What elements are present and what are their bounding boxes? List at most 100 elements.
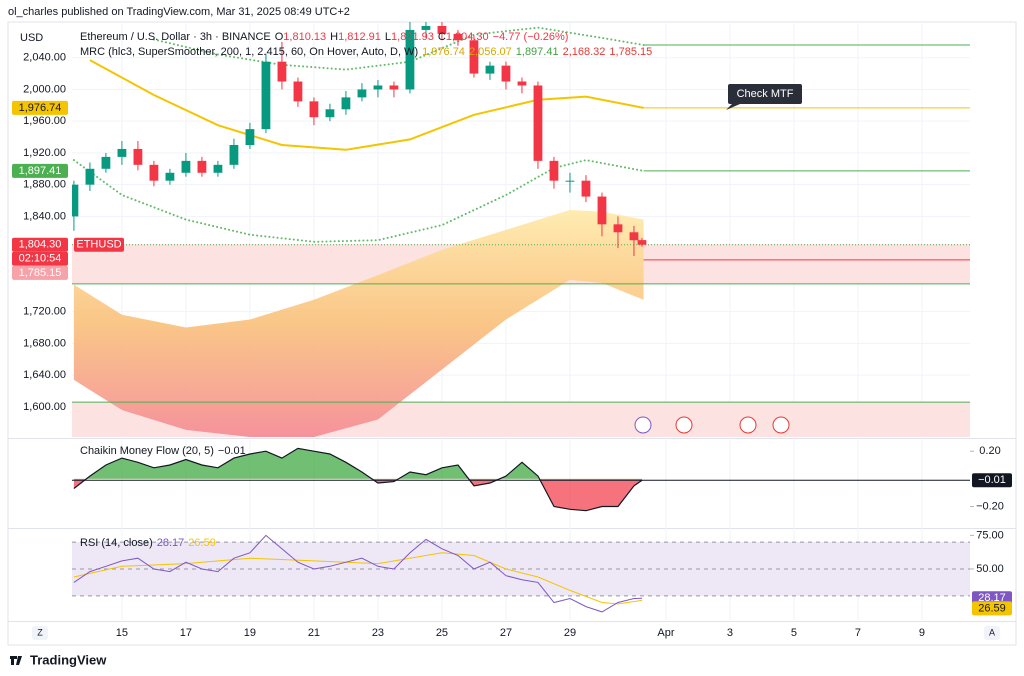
indicator-value: 1,785.15 [609,46,653,58]
mrc-low-label: 1,785.15 [19,267,62,279]
zoom-label[interactable]: Z [37,627,43,637]
price-label: 1,897.41 [19,165,62,177]
x-tick-label: 5 [791,627,797,639]
ohlc-key: L [384,31,392,43]
y-tick-label: 2,000.00 [23,83,66,95]
candle-body [485,65,495,74]
cmf-title: Chaikin Money Flow (20, 5) [80,445,214,457]
price-legend: Ethereum / U.S. Dollar · 3h · BINANCE O 1,… [80,31,568,43]
cmf-legend: Chaikin Money Flow (20, 5) −0.01 [80,445,246,457]
indicator-value: 2,168.32 [562,46,606,58]
attribution: ol_charles published on TradingView.com,… [8,6,350,18]
x-tick-label: Apr [657,627,674,639]
countdown-label-box [12,251,68,266]
callout-pointer [726,104,740,110]
indicator-legend: MRC (hlc3, SuperSmoother, 200, 1, 2.415,… [80,46,652,58]
ohlc-key: O [274,31,284,43]
mrc-low-label-box [12,265,68,280]
countdown-label: 02:10:54 [19,253,62,265]
candle-body [581,180,591,197]
auto-scale-button[interactable] [984,626,1000,640]
rsi-title: RSI (14, close) [80,537,153,549]
y-tick-label: 1,840.00 [23,210,66,222]
event-icon[interactable] [675,416,693,434]
cmf-value-label-box [972,473,1012,488]
y-tick-label: 1,600.00 [23,401,66,413]
price-label-box [12,100,68,115]
candle-body [213,164,223,173]
rsi-ma-line [73,552,643,605]
logo: TradingView [30,652,107,667]
candle-body [293,81,303,102]
cmf-value-label: −0.01 [978,474,1006,486]
candle-body [549,160,559,181]
mrc-mean [89,59,644,151]
mrc-band [73,210,644,437]
last-price-label: 1,804.30 [19,239,62,251]
event-icon[interactable] [739,416,757,434]
rsi-ma-value-label: 26.59 [978,602,1006,614]
event-icon[interactable] [634,416,652,434]
price-plot [72,22,970,437]
x-tick-label: 9 [919,627,925,639]
event-icon[interactable] [772,416,790,434]
y-tick-label: 1,880.00 [23,179,66,191]
price-label-box [12,163,68,178]
cmf-value: −0.01 [217,445,246,457]
auto-scale-label[interactable]: A [989,627,995,637]
x-tick-label: 15 [116,627,128,639]
change: −4.77 (−0.26%) [492,31,569,43]
currency: USD [20,32,43,44]
candle-body [149,164,159,181]
candle-body [421,25,431,30]
candle-body [85,168,95,185]
candle-body [325,109,335,118]
candle-body [245,129,255,145]
indicator-value: 1,897.41 [515,46,559,58]
y-tick-label: 75.00 [976,529,1004,541]
y-tick-label: −0.20 [976,500,1004,512]
x-tick-label: 21 [308,627,320,639]
candle-body [181,160,191,173]
ohlc-key: H [330,31,339,43]
symbol-title: Ethereum / U.S. Dollar · 3h · BINANCE [80,31,271,43]
x-tick-label: 3 [727,627,733,639]
candle-body [133,148,143,165]
zoom-button[interactable] [32,626,48,640]
candle-body [389,85,399,90]
callout: Check MTF [737,88,794,100]
indicator-value: 1,976.74 [422,46,465,58]
ohlc-value: 1,804.30 [445,31,489,43]
candle-body [101,156,111,169]
candle-body [373,85,383,90]
candle-body [277,61,287,82]
candle-body [229,144,239,165]
candle-body [453,33,463,41]
x-tick-label: 17 [180,627,192,639]
ohlc-value: 1,812.91 [338,31,381,43]
x-tick-label: 19 [244,627,256,639]
x-tick-label: 25 [436,627,448,639]
frame [7,21,1017,646]
y-tick-label: 1,720.00 [23,306,66,318]
candle-body [597,196,607,225]
y-tick-label: 50.00 [976,563,1004,575]
candle-body [629,232,639,241]
cmf-area-positive [73,448,642,479]
y-tick-label: 1,920.00 [23,147,66,159]
candle-body [165,172,175,181]
rsi-line [73,534,643,613]
cmf-plot [73,447,643,512]
candle-body [613,224,623,233]
candle-body [72,184,79,217]
candle-body [565,180,575,182]
candle-body [469,40,479,74]
indicator-title: MRC (hlc3, SuperSmoother, 200, 1, 2.415,… [80,46,419,58]
y-tick-label: 1,960.00 [23,115,66,127]
candle-body [261,61,271,130]
x-tick-label: 7 [855,627,861,639]
rsi-ma-value-label-box [972,601,1012,616]
rsi-legend: RSI (14, close) 28.17 26.59 [80,537,216,549]
